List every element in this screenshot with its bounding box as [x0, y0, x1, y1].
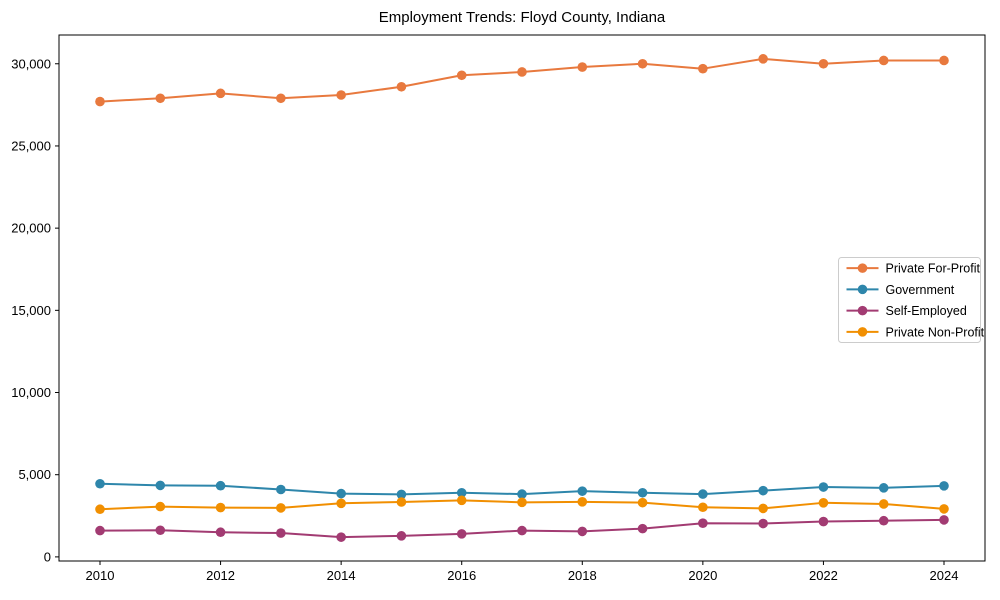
data-point-marker: [577, 497, 588, 507]
legend-marker-swatch: [857, 263, 868, 273]
series-lines: [95, 54, 949, 542]
data-point-marker: [758, 485, 768, 496]
data-point-marker: [637, 58, 648, 69]
data-point-marker: [517, 497, 527, 508]
series-line: [99, 57, 945, 103]
y-tick-label: 5,000: [18, 467, 51, 482]
data-point-marker: [276, 93, 286, 104]
data-point-marker: [276, 503, 286, 513]
x-tick-label: 2016: [447, 568, 476, 583]
data-point-marker: [577, 62, 588, 72]
data-point-marker: [95, 504, 105, 515]
legend-marker-swatch: [857, 284, 868, 295]
data-point-marker: [878, 499, 889, 509]
data-point-marker: [336, 498, 346, 509]
data-point-marker: [878, 55, 889, 66]
data-point-marker: [155, 93, 166, 104]
data-point-marker: [637, 487, 648, 498]
data-point-marker: [456, 529, 467, 539]
data-point-marker: [155, 525, 166, 536]
data-point-marker: [758, 54, 768, 64]
legend-marker-swatch: [857, 305, 868, 316]
data-point-marker: [456, 495, 467, 506]
data-point-marker: [637, 523, 648, 534]
x-tick-label: 2024: [930, 568, 959, 583]
data-point-marker: [698, 502, 708, 513]
data-point-marker: [818, 58, 829, 69]
legend: Private For-Profit Government Self-Employe…: [838, 257, 985, 343]
legend-item-label: Private Non-Profit: [886, 325, 985, 339]
data-point-marker: [939, 55, 949, 66]
x-tick-label: 2010: [86, 568, 115, 583]
chart-title: Employment Trends: Floyd County, Indiana: [379, 9, 666, 26]
legend-marker-swatch: [857, 327, 868, 337]
data-point-marker: [396, 497, 407, 507]
x-tick-label: 2022: [809, 568, 838, 583]
plot-border: [58, 34, 986, 562]
data-point-marker: [939, 515, 949, 525]
data-point-marker: [517, 525, 527, 536]
data-point-marker: [878, 515, 889, 526]
data-point-marker: [215, 527, 226, 538]
data-point-marker: [456, 487, 467, 498]
x-tick-label: 2014: [327, 568, 356, 583]
y-axis: 0 5,000 10,000 15,000 20,000 25,000 30,000: [11, 56, 59, 564]
data-point-marker: [155, 480, 166, 491]
x-tick-label: 2012: [206, 568, 235, 583]
data-point-marker: [396, 81, 407, 92]
data-point-marker: [577, 526, 588, 537]
data-point-marker: [698, 518, 708, 528]
data-point-marker: [276, 484, 286, 495]
data-point-marker: [215, 88, 226, 99]
data-point-marker: [517, 67, 527, 77]
data-point-marker: [698, 63, 708, 74]
data-point-marker: [396, 489, 407, 500]
data-point-marker: [215, 502, 226, 513]
data-point-marker: [95, 96, 105, 107]
x-axis: 2010 2012 2014 2016 2018 2020 2022 2024: [86, 561, 959, 583]
legend-item-label: Government: [886, 283, 955, 297]
data-point-marker: [396, 531, 407, 541]
data-point-marker: [577, 486, 588, 496]
y-tick-label: 15,000: [11, 303, 51, 318]
y-tick-label: 0: [44, 549, 51, 564]
y-tick-label: 20,000: [11, 221, 51, 236]
data-point-marker: [95, 525, 105, 536]
data-point-marker: [456, 70, 467, 81]
data-point-marker: [637, 497, 648, 508]
data-point-marker: [276, 528, 286, 538]
data-point-marker: [818, 516, 829, 527]
y-tick-label: 30,000: [11, 56, 51, 71]
y-tick-label: 25,000: [11, 138, 51, 153]
data-point-marker: [336, 488, 346, 499]
data-point-marker: [517, 489, 527, 499]
legend-item-label: Self-Employed: [886, 304, 967, 318]
data-point-marker: [878, 483, 889, 493]
x-tick-label: 2018: [568, 568, 597, 583]
y-tick-label: 10,000: [11, 385, 51, 400]
data-point-marker: [336, 90, 346, 100]
data-point-marker: [95, 478, 105, 489]
data-point-marker: [758, 518, 768, 529]
x-tick-label: 2020: [688, 568, 717, 583]
data-point-marker: [336, 532, 346, 542]
data-point-marker: [939, 481, 949, 491]
data-point-marker: [155, 501, 166, 512]
data-point-marker: [818, 498, 829, 508]
legend-box: [838, 257, 981, 343]
data-point-marker: [215, 480, 226, 491]
data-point-marker: [698, 489, 708, 499]
data-point-marker: [818, 482, 829, 492]
data-point-marker: [939, 504, 949, 514]
legend-item-label: Private For-Profit: [886, 262, 981, 276]
data-point-marker: [758, 503, 768, 514]
